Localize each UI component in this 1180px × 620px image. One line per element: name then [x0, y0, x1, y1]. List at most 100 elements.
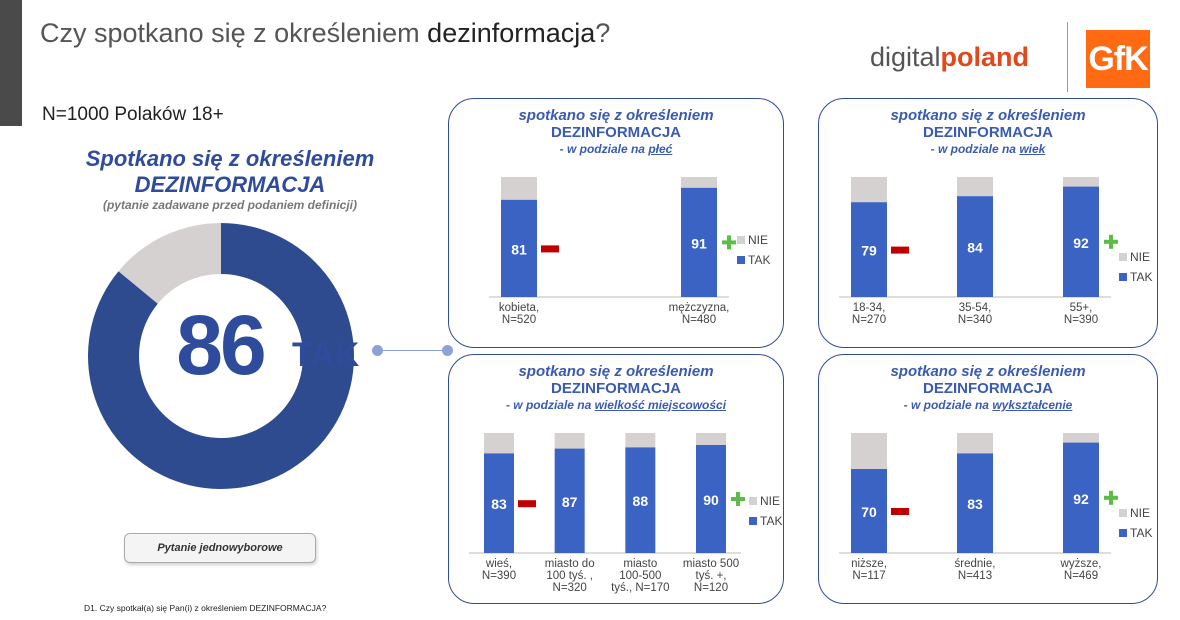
bar-label: 88: [633, 493, 649, 509]
bar-tak: [696, 445, 726, 553]
category-label: N=390: [482, 570, 516, 582]
category-label: 18-34,: [853, 302, 886, 314]
panel-title: spotkano się z określeniem DEZINFORMACJA…: [890, 107, 1086, 156]
category-label: N=520: [502, 314, 536, 326]
bar-chart-gender: 81 kobieta,N=520 91 mężczyzna,N=480 NIE TAK: [489, 177, 770, 326]
bar-nie: [957, 177, 993, 197]
bar-nie: [681, 177, 717, 188]
donut-title: Spotkano się z określeniem DEZINFORMACJA: [85, 146, 375, 197]
bar-tak: [957, 196, 993, 297]
connector-dot-right: [442, 345, 453, 356]
panel-title: spotkano się z określeniem DEZINFORMACJA…: [890, 363, 1086, 412]
page-title: Czy spotkano się z określeniem dezinform…: [40, 18, 611, 48]
bar-tak: [851, 202, 887, 297]
legend-label: NIE: [1130, 506, 1150, 520]
bar-nie: [501, 177, 537, 200]
minus-marker: [541, 245, 559, 253]
category-label: N=320: [553, 582, 587, 594]
bar-tak: [957, 453, 993, 553]
bar-tak: [501, 199, 537, 297]
bar-nie: [1063, 177, 1099, 187]
minus-marker: [518, 500, 536, 508]
sample-size: N=1000 Polaków 18+: [42, 104, 224, 125]
plus-marker: [727, 235, 731, 250]
category-label: N=340: [958, 314, 992, 326]
plus-marker: [736, 492, 740, 506]
category-label: tyś., N=170: [611, 582, 670, 594]
bar-label: 90: [703, 492, 719, 508]
bar-label: 91: [691, 235, 707, 251]
panel-town-size: spotkano się z określeniem DEZINFORMACJA…: [448, 354, 784, 604]
bar-label: 84: [967, 240, 983, 256]
donut-slice-nie: [118, 223, 221, 304]
bar-label: 92: [1073, 491, 1089, 507]
bar-label: 87: [562, 494, 578, 510]
category-label: N=120: [694, 582, 728, 594]
plus-marker: [1109, 234, 1113, 249]
legend-swatch: [749, 497, 757, 505]
legend-label: TAK: [760, 514, 782, 528]
category-label: wieś,: [485, 558, 512, 570]
bar-chart-age: 79 18-34,N=270 84 35-54,N=340 92 55+,N=390 NIE…: [839, 177, 1152, 326]
bar-nie: [851, 433, 887, 469]
category-label: N=469: [1064, 570, 1098, 582]
bar-nie: [484, 433, 514, 454]
legend-swatch: [1119, 253, 1127, 261]
logo-divider: [1067, 22, 1068, 92]
bar-tak: [484, 453, 514, 553]
bar-nie: [957, 433, 993, 454]
category-label: 55+,: [1070, 302, 1093, 314]
bar-label: 92: [1073, 235, 1089, 251]
panel-gender: spotkano się z określeniem DEZINFORMACJA…: [448, 98, 784, 348]
category-label: wyższe,: [1060, 558, 1102, 570]
bar-nie: [696, 433, 726, 445]
legend-label: NIE: [760, 494, 780, 508]
category-label: 100-500: [619, 570, 661, 582]
category-label: miasto: [623, 558, 657, 570]
panel-education: spotkano się z określeniem DEZINFORMACJA…: [818, 354, 1158, 604]
bar-tak: [625, 447, 656, 553]
bar-label: 81: [511, 241, 527, 257]
question-type-button[interactable]: Pytanie jednowyborowe: [124, 533, 316, 563]
gfk-logo: GfK: [1086, 30, 1150, 88]
bar-tak: [554, 448, 585, 553]
legend-label: NIE: [748, 233, 768, 247]
legend-swatch: [1119, 273, 1127, 281]
panel-title: spotkano się z określeniem DEZINFORMACJA…: [505, 363, 727, 412]
legend-label: TAK: [1130, 270, 1152, 284]
category-label: niższe,: [851, 558, 887, 570]
bar-label: 83: [491, 496, 507, 512]
donut-chart: [88, 223, 354, 489]
legend-label: NIE: [1130, 250, 1150, 264]
legend-label: TAK: [748, 253, 770, 267]
minus-marker: [891, 246, 909, 254]
side-accent-bar: [0, 0, 22, 126]
bar-nie: [625, 433, 656, 448]
legend-label: TAK: [1130, 526, 1152, 540]
category-label: 100 tyś. ,: [546, 570, 593, 582]
legend-swatch: [737, 236, 745, 244]
connector-line: [378, 350, 448, 351]
panel-title: spotkano się z określeniem DEZINFORMACJA…: [518, 107, 714, 156]
minus-marker: [891, 508, 909, 515]
donut-slice-tak: [88, 223, 354, 489]
category-label: N=270: [852, 314, 886, 326]
bar-chart-education: 70 niższe,N=117 83 średnie,N=413 92 wyższe,N=…: [839, 433, 1152, 582]
plus-marker: [1109, 490, 1113, 505]
donut-subtitle: (pytanie zadawane przed podaniem definic…: [102, 198, 358, 212]
bar-tak: [851, 469, 887, 553]
category-label: N=117: [852, 570, 885, 582]
bar-nie: [851, 177, 887, 203]
category-label: N=390: [1064, 314, 1098, 326]
bar-label: 79: [861, 243, 877, 259]
category-label: N=413: [958, 570, 992, 582]
legend-swatch: [1119, 529, 1127, 537]
bar-label: 70: [861, 504, 877, 520]
bar-label: 83: [967, 496, 983, 512]
donut-value: 86: [176, 298, 266, 392]
legend-swatch: [1119, 509, 1127, 517]
category-label: średnie,: [955, 558, 996, 570]
category-label: 35-54,: [959, 302, 992, 314]
category-label: kobieta,: [499, 302, 539, 314]
